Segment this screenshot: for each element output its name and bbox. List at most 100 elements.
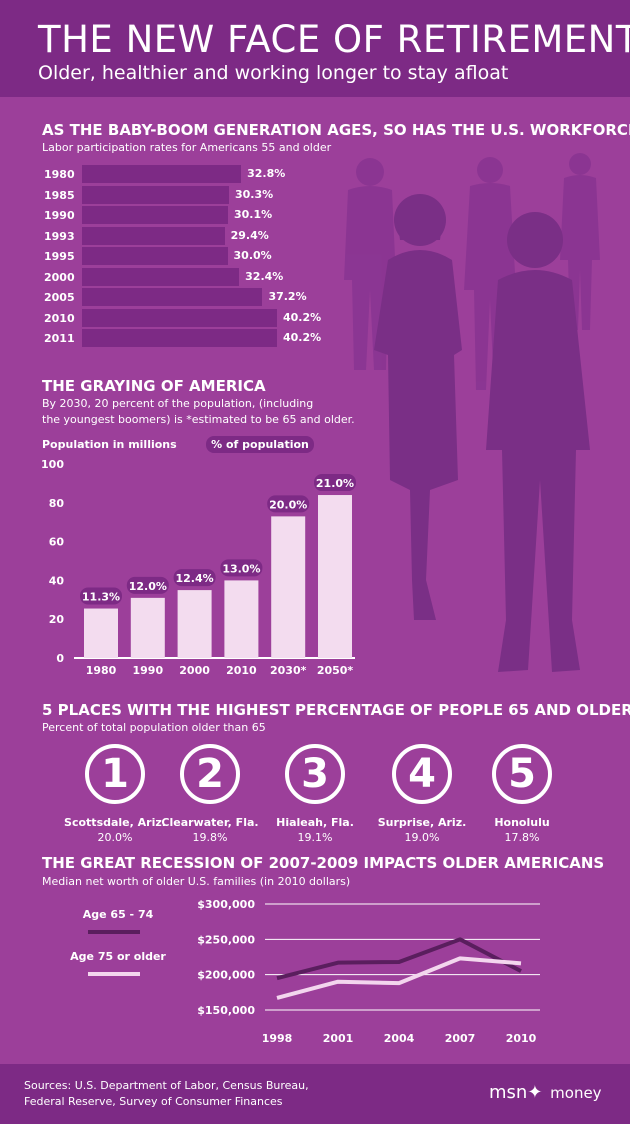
labor-bar-value-label: 29.4% [230,228,269,242]
pct-data-label: 20.0% [269,498,307,511]
x-tick-label: 2001 [323,1032,354,1045]
pct-data-label: 21.0% [316,477,354,490]
population-bar [177,590,212,658]
labor-bar [82,226,225,245]
labor-bar [82,206,228,224]
pct-data-label: 11.3% [82,591,120,604]
labor-bar-value-label: 32.4% [245,269,284,283]
y-tick-label: 60 [49,536,65,549]
population-bar [84,608,118,658]
labor-bar-value-label: 37.2% [268,290,307,303]
x-tick-label: 2050* [317,664,354,677]
pct-label-pill [220,559,263,577]
labor-bar-row: 1985 30.3% [42,185,362,206]
labor-bar-year: 1995 [44,250,75,263]
place-value: 20.0% [97,831,133,844]
y-tick-label: 40 [49,574,65,587]
x-tick-label: 2030* [270,664,307,677]
pct-data-label: 12.0% [129,580,167,593]
place-item: 4 Surprise, Ariz. 19.0% [362,744,482,844]
x-tick-label: 2000 [179,664,210,677]
y-tick-label: $300,000 [197,898,255,911]
labor-bar-value-label: 40.2% [283,310,322,324]
labor-bar [82,308,277,327]
labor-section-title: AS THE BABY-BOOM GENERATION AGES, SO HAS… [42,121,630,139]
pct-data-label: 12.4% [176,572,214,585]
y-tick-label: 100 [41,458,64,471]
x-tick-label: 2010 [506,1032,537,1045]
place-value: 19.0% [404,831,440,844]
labor-bar-row: 2005 37.2% [42,288,362,308]
labor-bar-year: 1980 [44,168,75,181]
labor-bar-row: 1990 30.1% [42,206,362,226]
people-silhouettes-image [344,153,600,672]
labor-bar-row: 2011 40.2% [42,329,362,349]
pct-legend-pill [206,436,314,453]
labor-bar-row: 2000 32.4% [42,267,362,288]
labor-bar [82,185,229,204]
x-tick-label: 2007 [445,1032,476,1045]
labor-bar [82,329,277,347]
rank-badge: 1 [85,744,145,804]
y-tick-label: 80 [49,497,65,510]
x-tick-label: 1998 [262,1032,293,1045]
legend-label: Age 75 or older [70,950,166,963]
x-tick-label: 1990 [132,664,163,677]
footer: Sources: U.S. Department of Labor, Censu… [0,1064,630,1124]
pct-legend-label: % of population [211,438,309,451]
place-name: Scottsdale, Ariz. [64,816,166,829]
population-bar [271,516,306,658]
pct-label-pill [173,569,216,587]
population-bar [130,597,165,658]
places-section-title: 5 PLACES WITH THE HIGHEST PERCENTAGE OF … [42,701,630,719]
labor-bar-year: 2010 [44,311,75,325]
butterfly-icon: ✦ [527,1082,543,1103]
sources-text: Sources: U.S. Department of Labor, Censu… [24,1078,309,1110]
labor-bar [82,165,242,183]
labor-section-subtitle: Labor participation rates for Americans … [42,141,332,154]
labor-bar [82,267,240,286]
rank-badge: 4 [392,744,452,804]
place-item: 3 Hialeah, Fla. 19.1% [255,744,375,844]
labor-bar-row: 1993 29.4% [42,226,362,247]
y-tick-label: $200,000 [197,969,255,982]
x-tick-label: 2010 [226,664,257,677]
place-value: 19.8% [192,831,228,844]
labor-bar-row: 2010 40.2% [42,308,362,329]
population-bar [224,580,259,658]
labor-bar-year: 1990 [44,209,75,222]
legend-label: Age 65 - 74 [83,908,154,921]
logo-money-text: money [550,1084,602,1102]
msn-money-logo: msn✦ money [489,1082,602,1103]
logo-msn-text: msn [489,1082,528,1103]
population-bar [318,495,352,658]
pct-label-pill [267,495,310,513]
rank-badge: 3 [285,744,345,804]
sources-line1: Sources: U.S. Department of Labor, Censu… [24,1079,309,1092]
labor-bar-year: 1993 [44,229,75,243]
page-subtitle: Older, healthier and working longer to s… [38,62,509,84]
population-bar-chart: Population in millions % of population 0 20… [41,436,356,677]
pct-label-pill [126,576,169,594]
x-tick-label: 1980 [86,664,117,677]
labor-bar-value-label: 32.8% [247,167,286,180]
place-item: 1 Scottsdale, Ariz. 20.0% [55,744,175,844]
labor-bar-row: 1995 30.0% [42,247,362,267]
labor-bar [82,288,263,306]
rank-badge: 2 [180,744,240,804]
graying-section-title: THE GRAYING OF AMERICA [42,377,266,395]
place-name: Clearwater, Fla. [161,816,259,829]
graying-subtitle-line1: By 2030, 20 percent of the population, (… [42,397,314,410]
place-name: Honolulu [494,816,550,829]
places-section-subtitle: Percent of total population older than 6… [42,721,266,734]
pct-label-pill [80,587,122,605]
graying-subtitle-line2: the youngest boomers) is *estimated to b… [42,413,355,426]
labor-bar-year: 2011 [44,332,75,345]
place-item: 2 Clearwater, Fla. 19.8% [150,744,270,844]
labor-bar-year: 1985 [44,188,75,202]
labor-bar-row: 1980 32.8% [42,165,362,185]
labor-bar [82,247,228,265]
header-band: THE NEW FACE OF RETIREMENT Older, health… [0,0,630,97]
pct-label-pill [314,474,356,492]
labor-bar-value-label: 30.0% [233,249,272,262]
